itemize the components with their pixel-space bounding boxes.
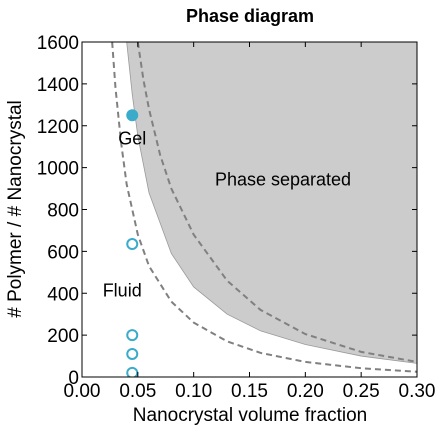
x-tick-label-4: 0.20 bbox=[287, 381, 324, 402]
y-tick-label-5: 1000 bbox=[37, 159, 79, 180]
dashed-boundary-curve-2 bbox=[136, 42, 417, 363]
data-point-4 bbox=[126, 347, 139, 360]
y-axis-label: # Polymer / # Nanocrystal bbox=[5, 100, 26, 318]
y-tick-label-1: 200 bbox=[47, 326, 79, 347]
x-tick-label-1: 0.05 bbox=[119, 381, 156, 402]
annotation-gel: Gel bbox=[118, 129, 146, 149]
x-tick-label-2: 0.10 bbox=[175, 381, 212, 402]
phase-separated-region bbox=[126, 42, 417, 364]
y-tick-label-4: 800 bbox=[47, 201, 79, 222]
chart-title: Phase diagram bbox=[186, 6, 314, 26]
y-tick-label-2: 400 bbox=[47, 284, 79, 305]
y-tick-label-3: 600 bbox=[47, 242, 79, 263]
dashed-boundary-curve-1 bbox=[111, 42, 417, 373]
x-axis-label: Nanocrystal volume fraction bbox=[133, 405, 367, 426]
annotation-fluid: Fluid bbox=[103, 280, 142, 300]
data-point-3 bbox=[126, 329, 139, 342]
x-tick-label-3: 0.15 bbox=[231, 381, 268, 402]
data-point-2 bbox=[126, 238, 139, 251]
y-tick-label-6: 1200 bbox=[37, 117, 79, 138]
x-tick-label-6: 0.30 bbox=[399, 381, 436, 402]
y-tick-label-8: 1600 bbox=[37, 33, 79, 54]
annotation-phase-separated: Phase separated bbox=[215, 169, 351, 189]
data-point-5 bbox=[126, 366, 139, 377]
y-tick-label-0: 0 bbox=[68, 368, 79, 389]
x-tick-label-5: 0.25 bbox=[343, 381, 380, 402]
y-tick-label-7: 1400 bbox=[37, 75, 79, 96]
data-point-1 bbox=[126, 109, 139, 122]
x-tick-label-0: 0.00 bbox=[64, 381, 101, 402]
